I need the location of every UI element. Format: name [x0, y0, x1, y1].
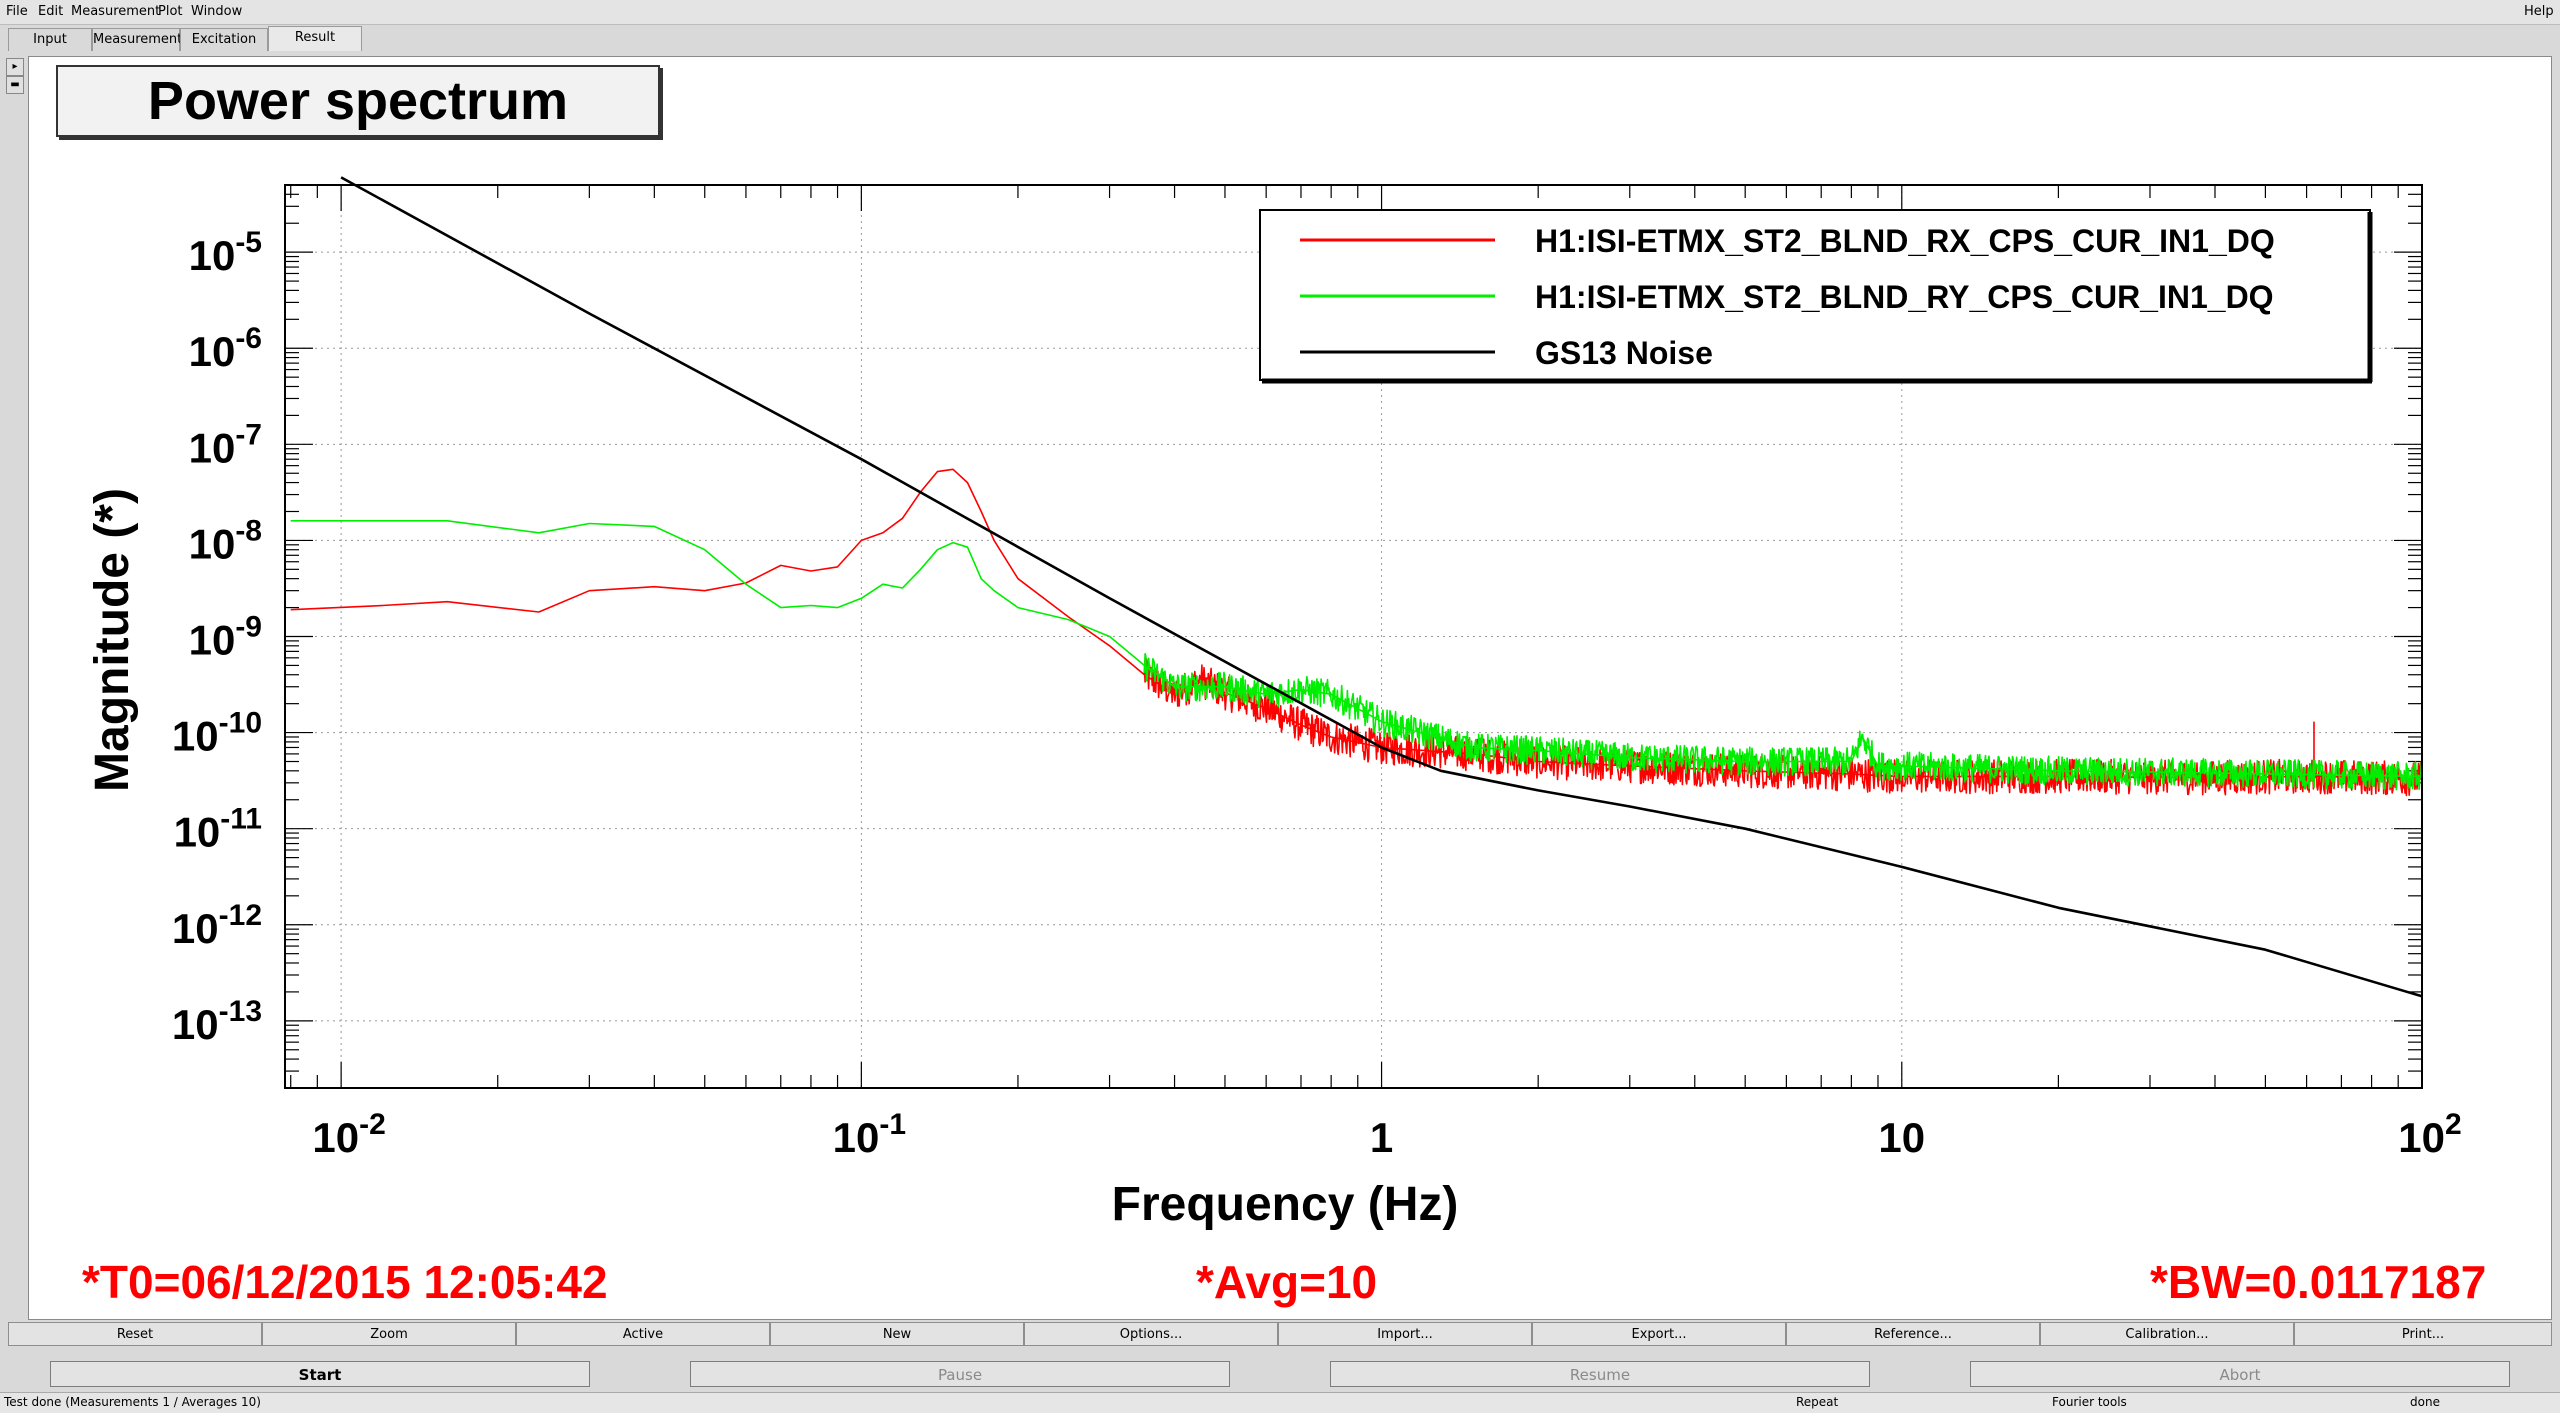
y-tick-label: 10-6 — [189, 322, 262, 375]
legend: H1:ISI-ETMX_ST2_BLND_RX_CPS_CUR_IN1_DQ H1… — [1259, 209, 2373, 384]
plot-title: Power spectrum — [147, 71, 569, 131]
tab-excitation[interactable]: Excitation — [180, 28, 268, 51]
y-tick-label: 10-7 — [189, 418, 262, 471]
status-bar: Test done (Measurements 1 / Averages 10)… — [0, 1392, 2560, 1413]
series-line-1 — [290, 520, 2423, 791]
menu-edit[interactable]: Edit — [38, 4, 64, 19]
calibration-button[interactable]: Calibration... — [2040, 1322, 2294, 1346]
y-axis-label: Magnitude (*) — [86, 488, 139, 792]
axis-ticks — [285, 184, 2423, 1089]
legend-label-2: GS13 Noise — [1535, 335, 1713, 371]
abort-button[interactable]: Abort — [1970, 1361, 2510, 1387]
menu-file[interactable]: File — [6, 4, 28, 19]
x-tick-label: 10 — [1878, 1114, 1925, 1161]
tick-labels: 10-2 10-1 1 10 10210-510-610-710-810-910-101… — [172, 226, 2462, 1161]
status-message: Test done (Measurements 1 / Averages 10) — [4, 1395, 261, 1409]
collapse-icon[interactable]: ▬ — [6, 76, 24, 94]
series-line-2 — [340, 176, 2423, 998]
export-button[interactable]: Export... — [1532, 1322, 1786, 1346]
y-tick-label: 10-9 — [189, 611, 262, 664]
x-tick-label: 1 — [1370, 1114, 1393, 1161]
options-button[interactable]: Options... — [1024, 1322, 1278, 1346]
menu-plot[interactable]: Plot — [158, 4, 183, 19]
zoom-button[interactable]: Zoom — [262, 1322, 516, 1346]
x-axis-label: Frequency (Hz) — [1112, 1178, 1459, 1231]
y-tick-label: 10-11 — [174, 803, 262, 856]
menu-measurement[interactable]: Measurement — [71, 4, 161, 19]
status-state: done — [2410, 1395, 2440, 1409]
tab-measurement[interactable]: Measurement — [92, 28, 182, 51]
y-tick-label: 10-8 — [189, 514, 262, 567]
menu-bar: File Edit Measurement Plot Window Help — [0, 0, 2560, 25]
x-tick-label: 10-1 — [833, 1108, 906, 1161]
menu-help[interactable]: Help — [2524, 4, 2554, 19]
import-button[interactable]: Import... — [1278, 1322, 1532, 1346]
x-tick-label: 10-2 — [312, 1108, 385, 1161]
y-tick-label: 10-10 — [172, 707, 262, 760]
y-tick-label: 10-5 — [189, 226, 262, 279]
pause-button[interactable]: Pause — [690, 1361, 1230, 1387]
plot-frame — [284, 184, 2423, 1089]
plot-title-box: Power spectrum — [56, 65, 660, 137]
legend-label-1: H1:ISI-ETMX_ST2_BLND_RY_CPS_CUR_IN1_DQ — [1535, 279, 2274, 315]
y-tick-label: 10-12 — [172, 899, 262, 952]
status-tool: Fourier tools — [2052, 1395, 2127, 1409]
series-lines — [290, 176, 2423, 998]
print-button[interactable]: Print... — [2294, 1322, 2552, 1346]
expand-arrow-icon[interactable]: ▸ — [6, 58, 24, 76]
menu-window[interactable]: Window — [191, 4, 243, 19]
status-mode: Repeat — [1796, 1395, 1839, 1409]
bw-label: *BW=0.0117187 — [2150, 1256, 2487, 1308]
active-button[interactable]: Active — [516, 1322, 770, 1346]
legend-label-0: H1:ISI-ETMX_ST2_BLND_RX_CPS_CUR_IN1_DQ — [1535, 223, 2275, 259]
tab-result[interactable]: Result — [268, 26, 362, 51]
new-button[interactable]: New — [770, 1322, 1024, 1346]
t0-label: *T0=06/12/2015 12:05:42 — [82, 1256, 608, 1308]
resume-button[interactable]: Resume — [1330, 1361, 1870, 1387]
series-line-0 — [290, 468, 2423, 797]
start-button[interactable]: Start — [50, 1361, 590, 1387]
y-tick-label: 10-13 — [172, 995, 262, 1048]
tab-input[interactable]: Input — [8, 28, 92, 51]
reset-button[interactable]: Reset — [8, 1322, 262, 1346]
avg-label: *Avg=10 — [1196, 1256, 1378, 1308]
tab-bar: Input Measurement Excitation Result — [0, 26, 2560, 54]
x-tick-label: 102 — [2398, 1108, 2461, 1161]
reference-button[interactable]: Reference... — [1786, 1322, 2040, 1346]
